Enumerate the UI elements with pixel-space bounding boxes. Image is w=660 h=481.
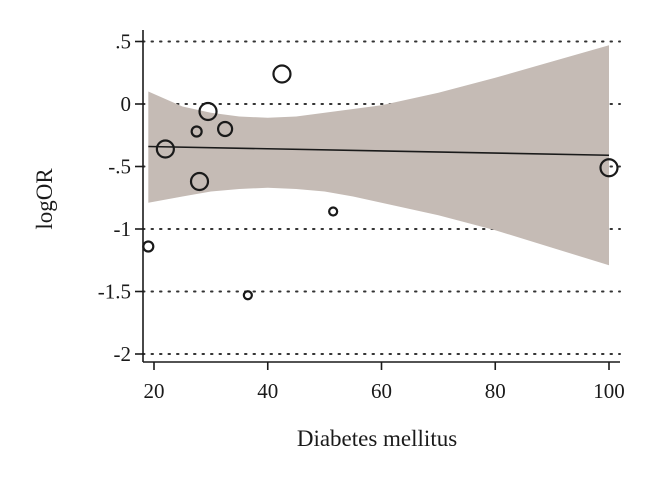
y-tick-label: -1 (114, 217, 132, 241)
confidence-band (148, 45, 609, 266)
data-point (272, 64, 292, 84)
data-point (142, 240, 155, 253)
regression-line (148, 145, 610, 157)
y-tick-label: -2 (114, 342, 132, 366)
confidence-band-layer (148, 45, 609, 266)
data-point (599, 158, 619, 178)
data-point (190, 125, 203, 138)
data-point (189, 171, 210, 192)
axes (135, 30, 620, 370)
x-tick-label: 40 (257, 379, 278, 403)
x-tick-label: 60 (371, 379, 392, 403)
fit-line-layer (148, 145, 610, 157)
y-tick-label: -.5 (108, 155, 131, 179)
data-point (242, 290, 253, 301)
x-tick-label: 100 (593, 379, 625, 403)
data-point (155, 139, 175, 159)
data-points (142, 64, 619, 301)
x-axis-title: Diabetes mellitus (297, 426, 457, 451)
y-tick-label: 0 (121, 92, 132, 116)
data-point (216, 120, 234, 138)
x-tick-label: 20 (144, 379, 165, 403)
data-point (328, 206, 339, 217)
y-tick-label: .5 (115, 30, 131, 54)
data-point (198, 101, 218, 122)
y-axis-title: logOR (32, 168, 57, 230)
x-tick-label: 80 (485, 379, 506, 403)
tick-labels: .5 0 -.5 -1 -1.5 -2 20 40 60 80 100 (98, 30, 625, 404)
y-tick-label: -1.5 (98, 280, 131, 304)
